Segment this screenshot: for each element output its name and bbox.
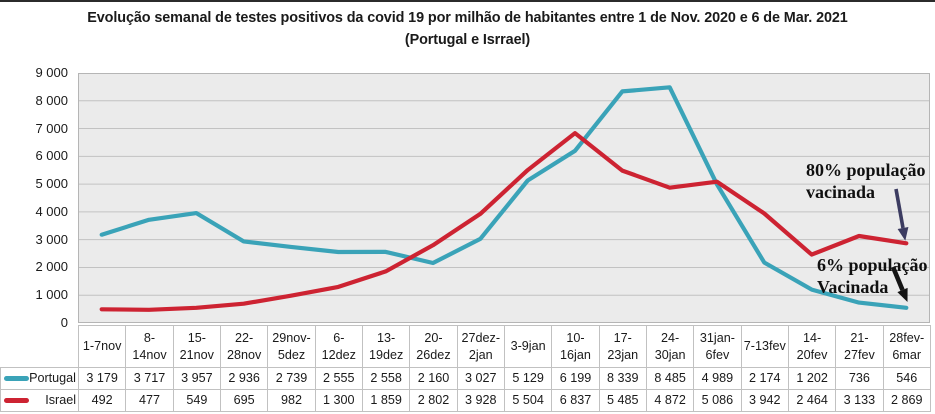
chart-title: Evolução semanal de testes positivos da … bbox=[87, 10, 848, 26]
annotation-line: vacinada bbox=[806, 182, 876, 202]
annotation-line: Vacinada bbox=[817, 277, 889, 297]
portugal-value-cell: 2 160 bbox=[409, 367, 458, 390]
x-axis-label-cell: 17- 23jan bbox=[598, 325, 647, 368]
plot-background bbox=[78, 73, 930, 323]
israel-value-cell: 3 942 bbox=[740, 389, 789, 412]
legend-label: Portugal bbox=[29, 371, 76, 386]
israel-value-cell: 1 300 bbox=[314, 389, 363, 412]
israel-value-cell: 3 928 bbox=[456, 389, 505, 412]
x-axis-label-cell: 1-7nov bbox=[77, 325, 127, 368]
israel-value-cell: 3 133 bbox=[835, 389, 884, 412]
israel-value-cell: 1 859 bbox=[361, 389, 411, 412]
chart-subtitle: (Portugal e Isrrael) bbox=[404, 32, 531, 48]
plot-border bbox=[78, 73, 930, 323]
x-axis-label-cell: 10- 16jan bbox=[551, 325, 600, 368]
portugal-value-cell: 736 bbox=[835, 367, 884, 390]
israel-value-cell: 4 872 bbox=[645, 389, 695, 412]
portugal-value-cell: 3 717 bbox=[125, 367, 174, 390]
x-axis-label-cell: 27dez- 2jan bbox=[456, 325, 505, 368]
portugal-value-cell: 3 179 bbox=[77, 367, 127, 390]
israel-value-cell: 477 bbox=[125, 389, 174, 412]
x-axis-label-cell: 22- 28nov bbox=[219, 325, 269, 368]
israel-value-cell: 549 bbox=[172, 389, 221, 412]
x-axis-label-cell: 6- 12dez bbox=[314, 325, 363, 368]
y-tick-label: 0 bbox=[60, 315, 68, 330]
portugal-line bbox=[99, 85, 909, 310]
x-axis-label-cell: 24- 30jan bbox=[645, 325, 695, 368]
portugal-value-cell: 3 027 bbox=[456, 367, 505, 390]
x-axis-label-cell: 20- 26dez bbox=[409, 325, 458, 368]
x-axis-label-cell: 13- 19dez bbox=[361, 325, 411, 368]
portugal-row: Portugal 3 179 3 717 3 957 2 936 2 739 2 555 2 … bbox=[0, 367, 931, 390]
legend-label: Israel bbox=[45, 393, 76, 408]
legend-portugal: Portugal bbox=[0, 367, 79, 390]
israel-value-cell: 2 802 bbox=[409, 389, 458, 412]
israel-value-cell: 5 485 bbox=[598, 389, 647, 412]
y-tick-label: 5 000 bbox=[35, 176, 68, 192]
y-tick-label: 3 000 bbox=[35, 231, 68, 247]
israel-value-cell: 492 bbox=[77, 389, 127, 412]
portugal-value-cell: 546 bbox=[882, 367, 931, 390]
legend-swatch-icon bbox=[4, 397, 29, 403]
israel-value-cell: 2 464 bbox=[787, 389, 837, 412]
israel-value-cell: 695 bbox=[219, 389, 269, 412]
portugal-value-cell: 4 989 bbox=[693, 367, 742, 390]
x-axis-label-cell: 21- 27fev bbox=[835, 325, 884, 368]
y-tick-label: 4 000 bbox=[35, 203, 68, 219]
y-tick-label: 9 000 bbox=[35, 65, 68, 80]
portugal-value-cell: 8 485 bbox=[645, 367, 695, 390]
x-axis-label-cell: 7-13fev bbox=[740, 325, 789, 368]
israel-row: Israel 492 477 549 695 982 1 300 1 859 2 802 3 92… bbox=[0, 389, 931, 412]
israel-value-cell: 982 bbox=[267, 389, 316, 412]
portugal-value-cell: 1 202 bbox=[787, 367, 837, 390]
legend-israel: Israel bbox=[0, 389, 79, 412]
portugal-value-cell: 2 739 bbox=[267, 367, 316, 390]
y-tick-label: 2 000 bbox=[35, 259, 68, 275]
plot-area bbox=[78, 73, 930, 323]
portugal-value-cell: 3 957 bbox=[172, 367, 221, 390]
data-table: 1-7nov 8- 14nov 15- 21nov 22- 28nov 29nov- 5… bbox=[0, 325, 931, 412]
x-axis-label-cell: 31jan- 6fev bbox=[693, 325, 742, 368]
x-axis-label-cell: 3-9jan bbox=[503, 325, 553, 368]
portugal-value-cell: 2 174 bbox=[740, 367, 789, 390]
israel-value-cell: 5 086 bbox=[693, 389, 742, 412]
top-border-rule bbox=[0, 0, 935, 2]
israel-value-cell: 2 869 bbox=[882, 389, 931, 412]
annotation-line: 6% população bbox=[817, 255, 928, 275]
annotation-80pct-vaccinated: 80% população vacinada bbox=[806, 159, 926, 203]
legend-swatch-icon bbox=[4, 375, 29, 381]
israel-value-cell: 6 837 bbox=[551, 389, 600, 412]
annotation-line: 80% população bbox=[806, 160, 926, 180]
x-axis-label-row: 1-7nov 8- 14nov 15- 21nov 22- 28nov 29nov- 5… bbox=[1, 325, 931, 368]
x-axis-label-cell: 15- 21nov bbox=[172, 325, 221, 368]
y-tick-label: 8 000 bbox=[35, 92, 68, 108]
y-tick-label: 1 000 bbox=[35, 287, 68, 303]
israel-line bbox=[99, 130, 909, 312]
table-corner-cell bbox=[1, 326, 79, 368]
x-axis-label-cell: 14- 20fev bbox=[787, 325, 837, 368]
y-tick-label: 7 000 bbox=[35, 120, 68, 136]
x-axis-label-cell: 29nov- 5dez bbox=[267, 325, 316, 368]
portugal-value-cell: 5 129 bbox=[503, 367, 553, 390]
x-axis-label-cell: 8- 14nov bbox=[125, 325, 174, 368]
portugal-value-cell: 2 558 bbox=[361, 367, 411, 390]
israel-value-cell: 5 504 bbox=[503, 389, 553, 412]
portugal-value-cell: 6 199 bbox=[551, 367, 600, 390]
portugal-value-cell: 2 936 bbox=[219, 367, 269, 390]
y-tick-label: 6 000 bbox=[35, 148, 68, 164]
x-axis-label-cell: 28fev- 6mar bbox=[882, 325, 931, 368]
annotation-6pct-vaccinated: 6% população Vacinada bbox=[817, 254, 928, 298]
portugal-value-cell: 2 555 bbox=[314, 367, 363, 390]
portugal-value-cell: 8 339 bbox=[598, 367, 647, 390]
